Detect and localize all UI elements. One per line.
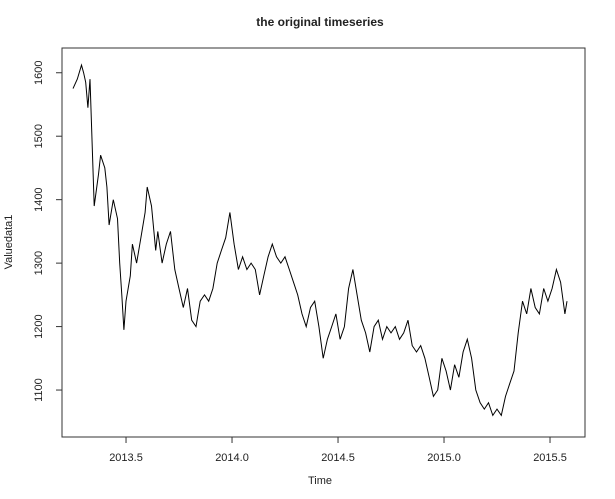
y-tick-label: 1400 [33, 187, 45, 211]
chart-title: the original timeseries [256, 15, 384, 29]
y-tick-label: 1500 [33, 124, 45, 148]
y-axis-label: Valuedata1 [3, 215, 15, 270]
y-tick-label: 1300 [33, 251, 45, 275]
plot-frame [61, 47, 586, 438]
y-tick-label: 1100 [33, 378, 45, 402]
x-tick-label: 2014.5 [321, 452, 355, 464]
x-axis-label: Time [308, 475, 332, 487]
x-tick-label: 2015.0 [427, 452, 461, 464]
x-tick-label: 2015.5 [533, 452, 567, 464]
x-tick-label: 2014.0 [215, 452, 249, 464]
series-line [72, 63, 568, 417]
y-tick-label: 1600 [33, 61, 45, 85]
y-tick-label: 1200 [33, 314, 45, 338]
x-tick-label: 2013.5 [109, 452, 143, 464]
